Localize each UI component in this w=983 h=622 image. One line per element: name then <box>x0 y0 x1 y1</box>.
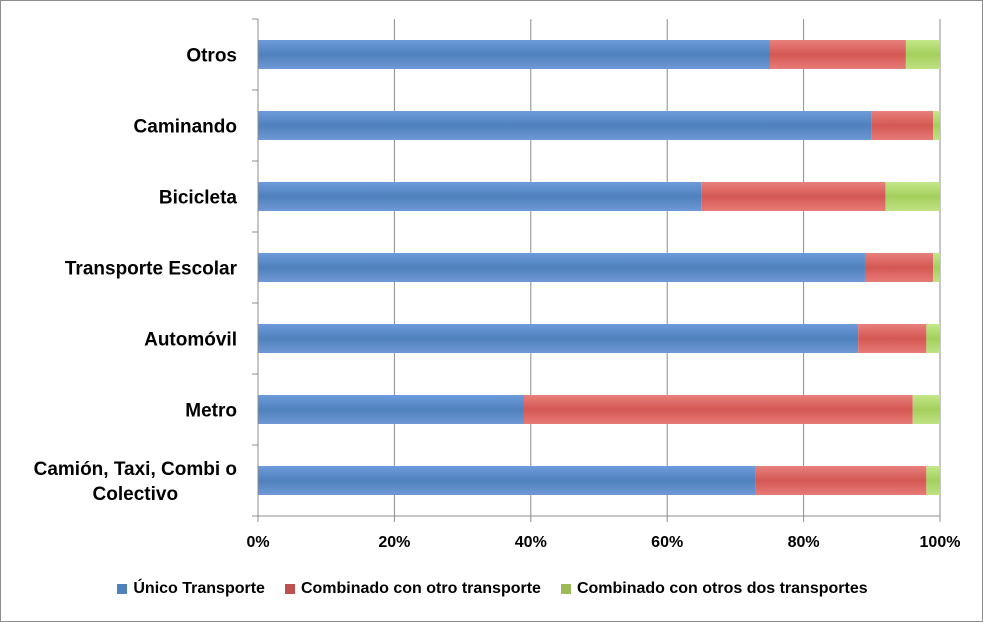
x-tick-label: 40% <box>515 534 547 551</box>
legend-label: Combinado con otro transporte <box>300 580 541 597</box>
bar-1-5 <box>523 395 913 424</box>
bar-1-6 <box>755 466 927 495</box>
bar-1-0 <box>769 40 906 69</box>
bar-0-6 <box>258 466 756 495</box>
bar-2-1 <box>933 111 940 140</box>
legend-swatch <box>560 584 571 594</box>
legend-item: Combinado con otros dos transportes <box>560 580 868 598</box>
bar-0-3 <box>258 253 865 282</box>
category-label: Otros <box>186 46 237 67</box>
bar-2-2 <box>885 182 940 211</box>
legend-swatch <box>117 584 128 594</box>
bar-2-0 <box>905 40 940 69</box>
legend-label: Único Transporte <box>133 580 265 597</box>
bar-0-1 <box>258 111 872 140</box>
x-tick-label: 100% <box>920 534 961 551</box>
bar-0-5 <box>258 395 524 424</box>
x-tick-label: 60% <box>651 534 683 551</box>
bar-2-6 <box>926 466 940 495</box>
category-label: Bicicleta <box>159 188 238 209</box>
legend-swatch <box>284 584 295 594</box>
category-label: Camión, Taxi, Combi o Colectivo <box>34 459 237 505</box>
bar-0-0 <box>258 40 770 69</box>
bar-0-4 <box>258 324 859 353</box>
legend: Único Transporte Combinado con otro trans… <box>1 576 983 602</box>
bar-1-3 <box>864 253 934 282</box>
bar-1-1 <box>871 111 934 140</box>
category-label: Caminando <box>134 117 237 138</box>
x-tick-label: 80% <box>788 534 820 551</box>
bar-2-5 <box>912 395 940 424</box>
bar-2-4 <box>926 324 940 353</box>
category-label: Automóvil <box>144 330 237 351</box>
category-label: Transporte Escolar <box>65 259 238 280</box>
legend-label: Combinado con otros dos transportes <box>576 580 868 597</box>
bar-2-3 <box>933 253 940 282</box>
bar-1-2 <box>701 182 886 211</box>
bar-chart: 0% 20% 40% 60% 80% 100% Otros Caminando Biciclet… <box>34 18 961 551</box>
bar-1-4 <box>858 324 927 353</box>
category-label: Metro <box>185 401 237 422</box>
bar-0-2 <box>258 182 702 211</box>
x-tick-label: 0% <box>246 534 269 551</box>
x-tick-label: 20% <box>378 534 410 551</box>
legend-item: Único Transporte <box>117 580 265 598</box>
legend-item: Combinado con otro transporte <box>284 580 541 598</box>
